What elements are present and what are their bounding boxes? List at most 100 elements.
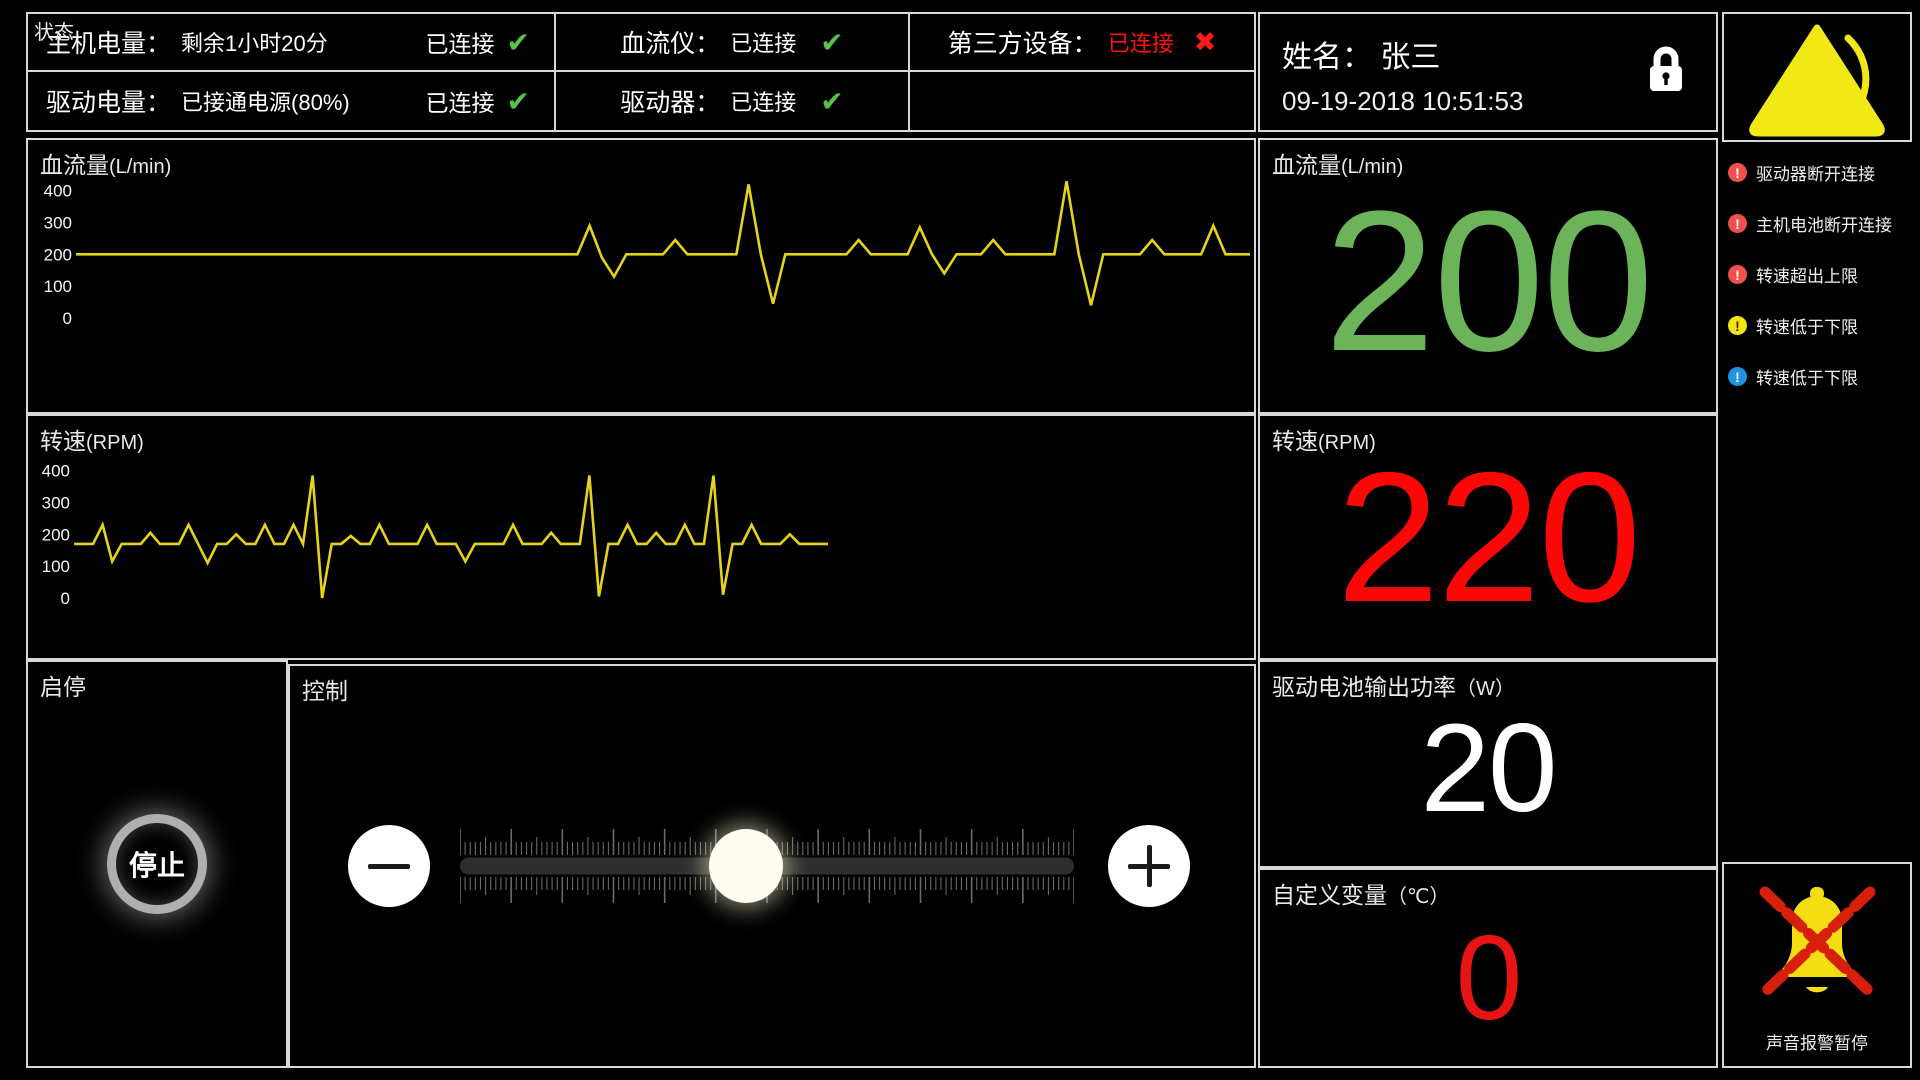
control-panel: 控制 [288,664,1256,1068]
check-icon: ✔ [506,26,530,58]
flow-value: 200 [1324,170,1654,393]
title-text: 转速 [1272,428,1318,454]
start-stop-panel: 启停 停止 [26,660,288,1068]
rpm-value: 220 [1336,435,1642,641]
alarm-legend-text: 转速超出上限 [1756,267,1858,286]
status-value: 已连接 [730,90,797,115]
bell-muted-icon [1759,886,1876,998]
svg-text:0: 0 [61,589,70,608]
title-unit: （℃） [1387,886,1450,908]
svg-text:100: 100 [42,557,70,576]
alarm-legend-text: 主机电池断开连接 [1756,216,1892,235]
connection-text: 已连接 [425,31,495,57]
severity-dot-low-icon: ! [1728,367,1747,386]
title-text: 血流量 [40,152,109,178]
title-text: 血流量 [1272,152,1341,178]
status-cell-driver: 驱动器： 已连接 ✔ [556,72,910,130]
rpm-waveform-panel: 转速(RPM) 0 100 200 300 400 [26,414,1256,660]
alarm-mute-label: 声音报警暂停 [1766,1034,1868,1053]
status-cell-third-party: 第三方设备： 已连接 ✖ [910,14,1254,72]
status-value: 剩余1小时20分 [181,31,328,56]
connection-text: 已连接 [425,90,495,116]
cross-icon: ✖ [1193,26,1217,57]
check-icon: ✔ [820,26,844,58]
power-value: 20 [1420,699,1557,838]
svg-text:400: 400 [42,462,70,481]
rpm-value-title: 转速(RPM) [1272,422,1376,456]
svg-text:0: 0 [63,309,72,328]
flow-value-panel: 血流量(L/min) 200 [1258,138,1718,414]
status-value: 已接通电源(80%) [181,90,350,115]
minus-icon [368,863,410,869]
alarm-legend-item: ! 驱动器断开连接 [1728,160,1912,185]
svg-text:200: 200 [44,245,72,264]
status-connection: 已连接 ✔ [426,25,530,59]
stop-button[interactable]: 停止 [107,814,207,914]
status-label: 第三方设备： [947,30,1098,58]
alarm-legend-panel: ! 驱动器断开连接 ! 主机电池断开连接 ! 转速超出上限 ! 转速低于下限 !… [1722,142,1912,862]
flow-waveform-axis: 0 100 200 300 400 [44,182,72,328]
flow-waveform-title: 血流量(L/min) [40,146,171,180]
rpm-waveform-plot [74,475,828,599]
title-text: 转速 [40,428,86,454]
alarm-legend-item: ! 转速低于下限 [1728,364,1912,389]
power-value-title: 驱动电池输出功率（W） [1272,668,1515,702]
status-label: 血流仪： [620,30,721,58]
datetime-readout: 09-19-2018 10:51:53 [1282,86,1524,116]
title-unit: （W） [1456,678,1515,700]
status-value: 已连接 [730,31,797,56]
title-text: 自定义变量 [1272,882,1387,908]
decrease-button[interactable] [348,825,430,907]
power-value-panel: 驱动电池输出功率（W） 20 [1258,660,1718,868]
severity-dot-high-icon: ! [1728,163,1747,182]
check-icon: ✔ [506,85,530,117]
custom-variable-panel: 自定义变量（℃） 0 [1258,868,1718,1068]
flow-waveform-panel: 血流量(L/min) 0 100 200 300 400 [26,138,1256,414]
severity-dot-medium-icon: ! [1728,316,1747,335]
status-panel: 状态 主机电量： 剩余1小时20分 已连接 ✔ 血流仪： 已连接 ✔ 第三方设备… [26,12,1256,132]
rpm-waveform-axis: 0 100 200 300 400 [42,462,70,608]
svg-text:300: 300 [42,494,70,513]
speed-slider[interactable] [460,806,1074,926]
alarm-legend-text: 驱动器断开连接 [1756,165,1875,184]
title-unit: (RPM) [1318,432,1376,454]
custom-variable-value: 0 [1455,911,1523,1045]
custom-variable-title: 自定义变量（℃） [1272,876,1449,910]
start-stop-title: 启停 [40,674,86,700]
patient-name: 姓名： 张三 [1282,41,1441,74]
status-label: 主机电量： [46,30,172,58]
status-cell-drive-battery: 驱动电量： 已接通电源(80%) 已连接 ✔ [28,72,556,130]
status-section-label: 状态 [34,22,74,44]
slider-thumb[interactable] [708,829,783,903]
title-text: 驱动电池输出功率 [1272,674,1456,700]
alarm-legend-text: 转速低于下限 [1756,318,1858,337]
status-cell-flowmeter: 血流仪： 已连接 ✔ [556,14,910,72]
control-title: 控制 [302,678,348,704]
svg-text:100: 100 [44,277,72,296]
status-label: 驱动器： [620,89,721,117]
alarm-legend-item: ! 转速低于下限 [1728,313,1912,338]
svg-text:400: 400 [44,182,72,201]
alarm-legend-text: 转速低于下限 [1756,369,1858,388]
warning-triangle-sound-icon [1749,24,1885,137]
title-unit: (L/min) [109,156,172,178]
stop-button-label: 停止 [128,850,185,881]
alarm-mute-panel[interactable]: 声音报警暂停 [1722,862,1912,1068]
flow-waveform-plot [76,180,1250,306]
status-cell-empty [910,72,1254,130]
rpm-waveform-title: 转速(RPM) [40,422,144,456]
title-unit: (L/min) [1341,156,1404,178]
patient-info-panel: 姓名： 张三 09-19-2018 10:51:53 [1258,12,1718,132]
flow-value-title: 血流量(L/min) [1272,146,1403,180]
status-value: 已连接 [1107,31,1174,56]
alarm-legend-item: ! 转速超出上限 [1728,262,1912,287]
status-label: 驱动电量： [46,89,172,117]
alarm-banner-panel[interactable] [1722,12,1912,142]
increase-button[interactable] [1108,825,1190,907]
svg-text:200: 200 [42,525,70,544]
rpm-value-panel: 转速(RPM) 220 [1258,414,1718,660]
severity-dot-high-icon: ! [1728,265,1747,284]
lock-closed-icon[interactable] [1644,44,1688,101]
check-icon: ✔ [820,85,844,117]
